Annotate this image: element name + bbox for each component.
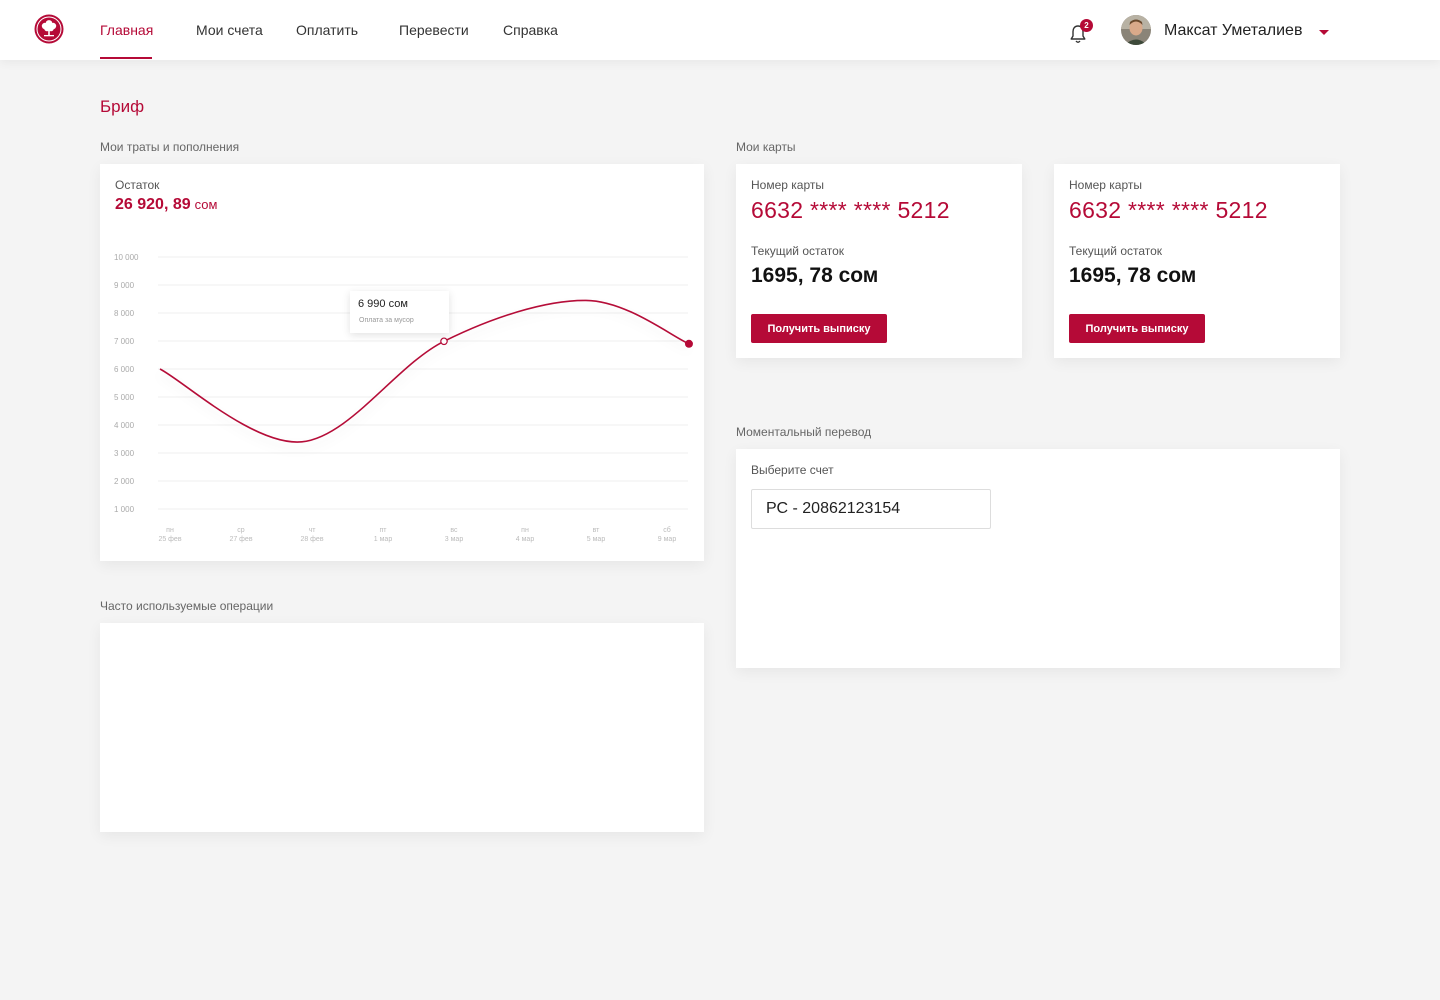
- x-tick-date: 9 мар: [658, 536, 677, 543]
- tooltip-amount: 6 990 сом: [358, 298, 408, 310]
- highlight-point[interactable]: [440, 337, 448, 346]
- y-tick-label: 3 000: [114, 449, 135, 458]
- spending-line-chart: 10 000 9 000 8 000 7 000 6 000 5 000 4 000 3 00…: [114, 253, 693, 543]
- series-line: [159, 299, 690, 443]
- x-tick-day: вт: [593, 527, 601, 534]
- spending-chart-card: Остаток 26 920, 89 сом 10 000 9 000 8 000 7 …: [100, 164, 704, 561]
- user-avatar[interactable]: [1121, 15, 1151, 45]
- page-title: Бриф: [100, 97, 145, 116]
- y-tick-label: 4 000: [114, 421, 135, 430]
- balance-unit: сом: [194, 197, 218, 212]
- y-tick-label: 5 000: [114, 393, 135, 402]
- instant-transfer-card: Выберите счет: [736, 449, 1340, 668]
- card-number-label: Номер карты: [751, 178, 824, 192]
- card-number: 6632 **** **** 5212: [1069, 197, 1268, 223]
- frequent-section-label: Часто используемые операции: [100, 599, 274, 613]
- card-number-label: Номер карты: [1069, 178, 1142, 192]
- account-input[interactable]: [751, 489, 991, 529]
- get-statement-button[interactable]: Получить выписку: [1069, 314, 1205, 343]
- x-tick-day: пн: [166, 527, 174, 534]
- frequent-operations-card: [100, 623, 704, 832]
- x-tick-date: 3 мар: [445, 536, 464, 543]
- bank-card-2: Номер карты 6632 **** **** 5212 Текущий …: [1054, 164, 1340, 358]
- y-tick-label: 8 000: [114, 309, 135, 318]
- card-balance-label: Текущий остаток: [751, 244, 845, 258]
- x-tick-date: 4 мар: [516, 536, 535, 543]
- y-tick-label: 2 000: [114, 477, 135, 486]
- x-tick-date: 1 мар: [374, 536, 393, 543]
- x-tick-day: пн: [521, 527, 529, 534]
- y-tick-label: 7 000: [114, 337, 135, 346]
- avatar-image: [1121, 15, 1151, 45]
- x-tick-day: чт: [309, 527, 317, 534]
- x-tick-date: 28 фев: [300, 536, 323, 543]
- y-tick-label: 9 000: [114, 281, 135, 290]
- account-select-label: Выберите счет: [751, 463, 834, 477]
- x-tick-date: 25 фев: [158, 536, 181, 543]
- x-tick-date: 5 мар: [587, 536, 606, 543]
- card-balance: 1695, 78 сом: [751, 264, 879, 287]
- user-name[interactable]: Максат Уметалиев: [1164, 22, 1303, 39]
- bank-logo-icon[interactable]: [34, 14, 64, 44]
- nav-my-accounts[interactable]: Мои счета: [196, 22, 263, 38]
- notifications-badge: 2: [1080, 19, 1093, 32]
- y-tick-label: 1 000: [114, 505, 135, 514]
- balance-label: Остаток: [115, 178, 160, 192]
- nav-home[interactable]: Главная: [100, 22, 154, 38]
- chart-tooltip: 6 990 сом Оплата за мусор: [350, 291, 449, 333]
- card-balance: 1695, 78 сом: [1069, 264, 1197, 287]
- top-header: Главная Мои счета Оплатить Перевести Спр…: [0, 0, 1440, 60]
- x-tick-day: сб: [663, 526, 671, 534]
- bank-card-1: Номер карты 6632 **** **** 5212 Текущий …: [736, 164, 1022, 358]
- spending-section-label: Мои траты и пополнения: [100, 140, 240, 154]
- nav-pay[interactable]: Оплатить: [296, 22, 359, 38]
- x-tick-day: ср: [237, 527, 245, 534]
- tooltip-description: Оплата за мусор: [359, 317, 414, 324]
- y-tick-label: 6 000: [114, 365, 135, 374]
- get-statement-button[interactable]: Получить выписку: [751, 314, 887, 343]
- transfer-section-label: Моментальный перевод: [736, 425, 872, 439]
- cards-section-label: Мои карты: [736, 140, 796, 154]
- y-tick-label: 10 000: [114, 253, 139, 262]
- active-tab-indicator: [100, 57, 152, 59]
- end-point[interactable]: [684, 339, 693, 348]
- chevron-down-icon[interactable]: [1319, 30, 1329, 35]
- balance-amount: 26 920, 89: [115, 196, 191, 213]
- x-tick-day: пт: [380, 527, 388, 534]
- card-balance-label: Текущий остаток: [1069, 244, 1163, 258]
- nav-help[interactable]: Справка: [503, 22, 558, 38]
- nav-transfer[interactable]: Перевести: [399, 22, 469, 38]
- x-tick-date: 27 фев: [229, 536, 252, 543]
- card-number: 6632 **** **** 5212: [751, 197, 950, 223]
- x-tick-day: вс: [450, 527, 458, 534]
- balance-value: 26 920, 89 сом: [115, 196, 217, 214]
